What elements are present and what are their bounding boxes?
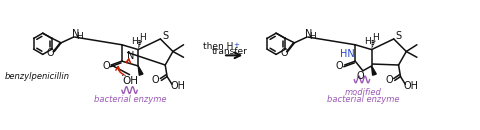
Text: ··: ·· [120,72,127,82]
Text: bacterial enzyme: bacterial enzyme [327,95,399,104]
Polygon shape [138,66,143,75]
Text: O: O [385,75,393,85]
Text: N: N [127,51,134,61]
Text: N: N [72,29,79,39]
Text: H: H [372,34,379,43]
Text: S: S [162,31,168,41]
Text: bacterial enzyme: bacterial enzyme [94,95,167,104]
Text: OH: OH [170,81,185,91]
Text: N: N [305,29,312,39]
Text: H: H [131,37,138,46]
Text: transfer: transfer [212,47,248,56]
Text: O: O [103,61,110,71]
Text: S: S [396,31,402,41]
Text: OH: OH [404,81,419,91]
Text: modified: modified [345,88,381,98]
Text: H: H [310,32,316,41]
Text: H: H [76,32,83,41]
Text: then H: then H [204,42,234,51]
Text: +: + [234,42,240,48]
Text: HN: HN [340,49,355,59]
Text: OH: OH [122,76,139,86]
Polygon shape [372,66,376,75]
Text: benzylpenicillin: benzylpenicillin [4,72,70,81]
Text: O: O [152,75,159,85]
Text: O: O [356,71,364,81]
Text: O: O [47,48,54,58]
Text: H: H [364,37,371,46]
Text: H: H [139,34,145,43]
Text: O: O [280,48,288,58]
Text: O: O [336,61,344,71]
